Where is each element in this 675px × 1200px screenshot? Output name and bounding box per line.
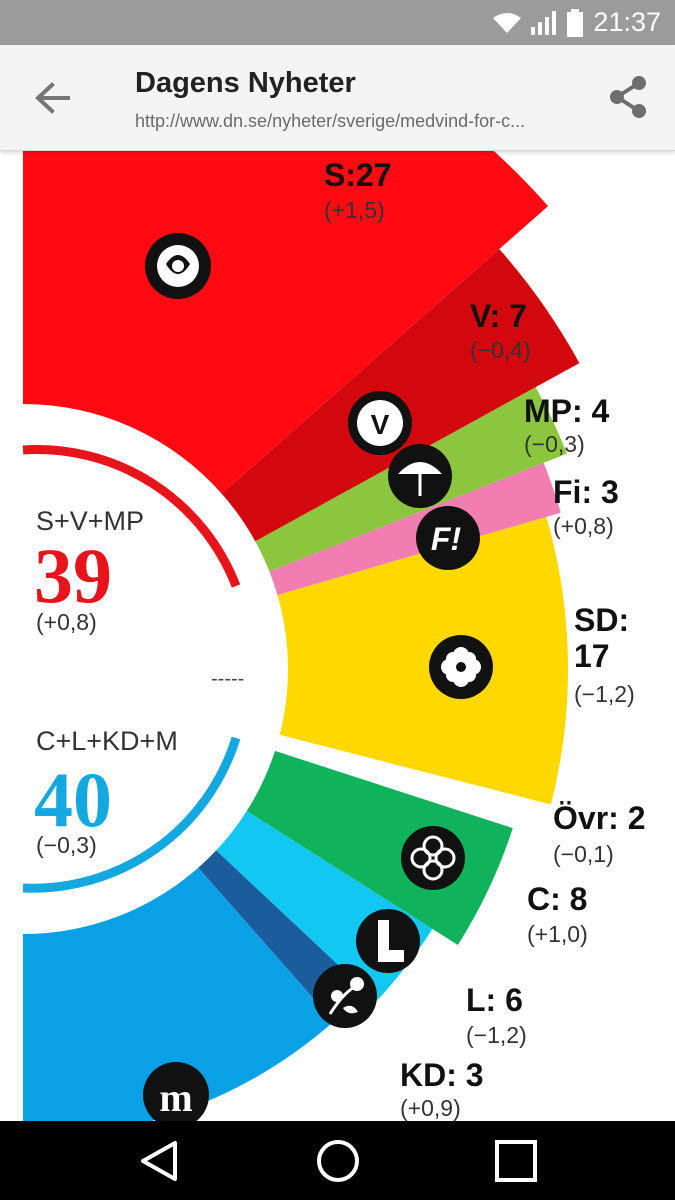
slice-sd bbox=[277, 516, 568, 805]
nav-recents-icon bbox=[495, 1140, 537, 1182]
label-v: V: 7 bbox=[470, 298, 527, 334]
navigation-bar bbox=[0, 1121, 675, 1200]
back-button[interactable] bbox=[28, 77, 76, 119]
dandelion-logo bbox=[388, 444, 452, 508]
label-s: S:27 bbox=[324, 157, 392, 193]
label-c: C: 8 bbox=[527, 881, 587, 917]
nav-back-icon bbox=[141, 1141, 177, 1181]
wifi-icon bbox=[493, 12, 522, 33]
svg-text:F!: F! bbox=[431, 521, 462, 557]
right-block-arc bbox=[22, 736, 241, 893]
block-divider: ----- bbox=[211, 668, 244, 690]
status-icons: 21:37 bbox=[493, 0, 661, 45]
nav-back-button[interactable] bbox=[131, 1133, 187, 1189]
change-fi: (+0,8) bbox=[553, 513, 614, 539]
share-button[interactable] bbox=[605, 73, 653, 121]
change-mp: (−0,3) bbox=[524, 431, 585, 457]
slice-fi bbox=[269, 462, 561, 596]
page-url: http://www.dn.se/nyheter/sverige/medvind… bbox=[135, 111, 526, 131]
label-kd: KD: 3 bbox=[400, 1057, 484, 1093]
nav-home-icon bbox=[317, 1140, 359, 1182]
l-logo bbox=[356, 909, 420, 973]
nav-recents-button[interactable] bbox=[488, 1133, 544, 1189]
arrow-left-icon bbox=[35, 82, 70, 114]
rose-logo bbox=[145, 233, 211, 299]
share-icon bbox=[610, 76, 646, 118]
status-time: 21:37 bbox=[593, 7, 661, 37]
kd-logo bbox=[313, 964, 377, 1028]
left-block-value: 39 bbox=[34, 532, 112, 619]
v-logo: V bbox=[348, 391, 412, 455]
clover-logo bbox=[401, 826, 465, 890]
label-sd-value: 17 bbox=[574, 638, 610, 674]
right-block-value: 40 bbox=[34, 756, 112, 843]
left-block-change: (+0,8) bbox=[36, 609, 97, 635]
poll-chart: V F! bbox=[0, 151, 675, 1121]
signal-icon bbox=[531, 10, 557, 35]
change-l: (−1,2) bbox=[466, 1022, 527, 1048]
slice-övr bbox=[275, 734, 527, 830]
slice-s bbox=[23, 151, 549, 494]
change-ovr: (−0,1) bbox=[553, 841, 614, 867]
slice-c bbox=[246, 750, 513, 945]
label-fi: Fi: 3 bbox=[553, 474, 619, 510]
slice-v bbox=[221, 249, 580, 542]
label-sd: SD: bbox=[574, 602, 629, 638]
slice-m bbox=[23, 867, 334, 1121]
change-sd: (−1,2) bbox=[574, 681, 635, 707]
change-s: (+1,5) bbox=[324, 197, 385, 223]
change-v: (−0,4) bbox=[470, 337, 531, 363]
page-title: Dagens Nyheter bbox=[135, 67, 356, 99]
left-block-arc bbox=[22, 445, 241, 588]
flower-logo bbox=[429, 635, 493, 699]
change-c: (+1,0) bbox=[527, 921, 588, 947]
right-block-change: (−0,3) bbox=[36, 832, 97, 858]
nav-home-button[interactable] bbox=[310, 1133, 366, 1189]
change-kd: (+0,9) bbox=[400, 1095, 461, 1121]
label-ovr: Övr: 2 bbox=[553, 800, 645, 836]
left-block-name: S+V+MP bbox=[36, 506, 144, 536]
svg-text:m: m bbox=[159, 1075, 192, 1120]
half-donut-chart: V F! bbox=[22, 151, 645, 1121]
right-block-name: C+L+KD+M bbox=[36, 726, 178, 756]
m-logo: m bbox=[143, 1062, 209, 1121]
battery-icon bbox=[567, 8, 584, 37]
svg-text:V: V bbox=[371, 409, 390, 440]
label-l: L: 6 bbox=[466, 982, 523, 1018]
fi-logo: F! bbox=[416, 506, 480, 570]
status-bar: 21:37 bbox=[0, 0, 675, 45]
label-mp: MP: 4 bbox=[524, 393, 610, 429]
app-toolbar: Dagens Nyheter http://www.dn.se/nyheter/… bbox=[0, 45, 675, 151]
